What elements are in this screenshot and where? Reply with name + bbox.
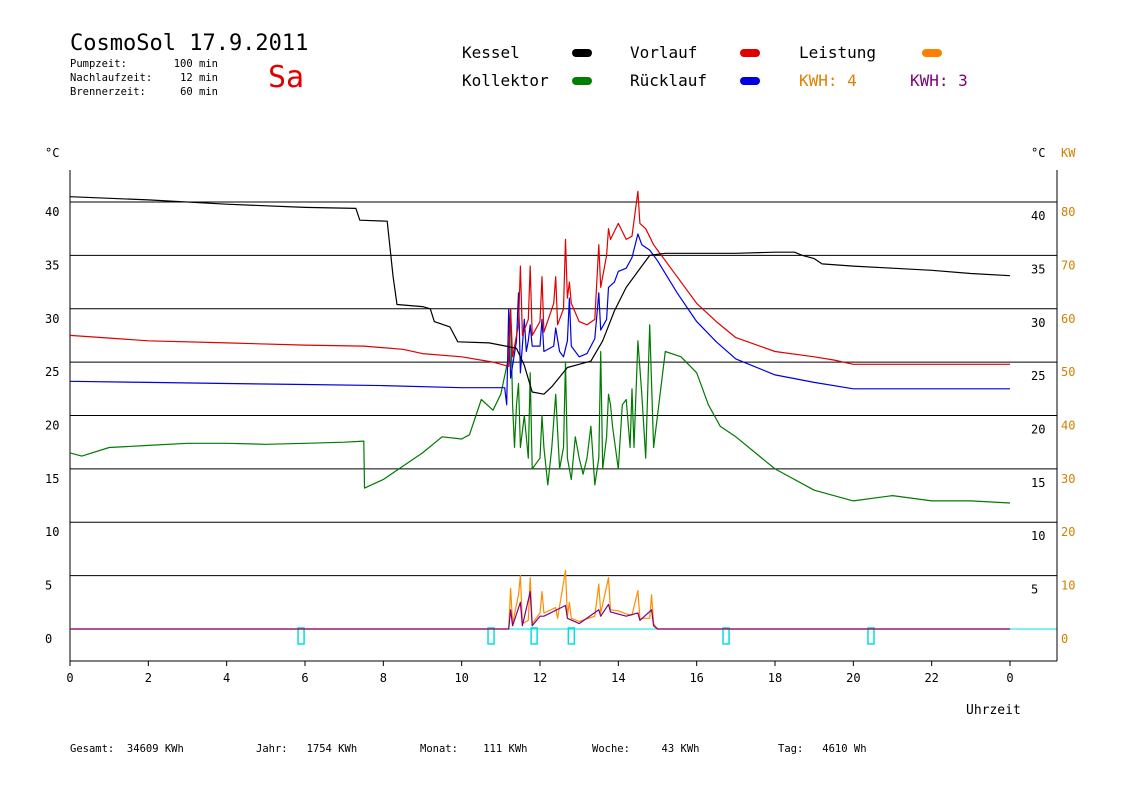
x-tick-label: 6 <box>301 671 308 685</box>
x-axis-label: Uhrzeit <box>966 703 1021 718</box>
y-tick-label-left: 5 <box>45 579 52 593</box>
legend-leistung-swatch <box>922 49 942 57</box>
legend-kwh-2: KWH: 3 <box>910 71 968 90</box>
y-tick-label-left: 10 <box>45 525 59 539</box>
kw-tick-label: 10 <box>1061 579 1075 593</box>
pump-marker <box>722 627 730 645</box>
y-tick-label-right: 40 <box>1031 209 1045 223</box>
x-tick-label: 16 <box>689 671 703 685</box>
x-tick-label: 0 <box>66 671 73 685</box>
kw-tick-label: 20 <box>1061 525 1075 539</box>
legend-vorlauf-swatch <box>740 49 760 57</box>
y-tick-label-right: 35 <box>1031 262 1045 276</box>
footer-woche: Woche: 43 KWh <box>592 743 700 755</box>
footer-monat: Monat: 111 KWh <box>420 743 528 755</box>
legend-kollektor: Kollektor <box>462 71 549 90</box>
y-tick-label-left: 30 <box>45 312 59 326</box>
series-line-leistung <box>70 569 1010 630</box>
day-label: Sa <box>268 60 305 95</box>
footer-tag: Tag: 4610 Wh <box>778 743 867 755</box>
y-tick-label-right: 5 <box>1031 583 1038 597</box>
y-tick-label-left: 35 <box>45 258 59 272</box>
x-tick-label: 22 <box>924 671 938 685</box>
x-tick-label: 2 <box>145 671 152 685</box>
y-tick-label-right: 25 <box>1031 369 1045 383</box>
legend-kessel: Kessel <box>462 43 520 62</box>
kw-tick-label: 60 <box>1061 312 1075 326</box>
x-tick-label: 8 <box>380 671 387 685</box>
legend-kollektor-swatch <box>572 77 592 85</box>
y-tick-label-right: 10 <box>1031 529 1045 543</box>
pump-marker <box>530 627 538 645</box>
legend-kessel-swatch <box>572 49 592 57</box>
footer-gesamt: Gesamt: 34609 KWh <box>70 743 184 755</box>
kw-tick-label: 40 <box>1061 419 1075 433</box>
chart-title: CosmoSol 17.9.2011 <box>70 31 309 56</box>
y-tick-label-left: 15 <box>45 472 59 486</box>
param-nachlaufzeit: Nachlaufzeit: 12 min <box>70 72 218 84</box>
legend-ruecklauf-swatch <box>740 77 760 85</box>
series-line-kessel <box>69 196 1011 395</box>
legend-kwh-1: KWH: 4 <box>799 71 857 90</box>
x-tick-label: 10 <box>454 671 468 685</box>
y-tick-label-left: 20 <box>45 419 59 433</box>
pump-marker <box>567 627 576 645</box>
footer-jahr: Jahr: 1754 KWh <box>256 743 358 755</box>
y-tick-label-left: 25 <box>45 365 59 379</box>
legend-vorlauf: Vorlauf <box>630 43 698 62</box>
kw-tick-label: 70 <box>1061 258 1075 272</box>
x-tick-label: 20 <box>846 671 860 685</box>
series-line-ruecklauf <box>69 233 1010 406</box>
y-axis-unit-right: °C <box>1031 146 1045 160</box>
kw-tick-label: 0 <box>1061 632 1068 646</box>
kw-tick-label: 30 <box>1061 472 1075 486</box>
kw-tick-label: 80 <box>1061 205 1075 219</box>
pump-marker <box>867 627 875 645</box>
series-line-kollektor <box>69 308 1011 504</box>
param-brennerzeit: Brennerzeit: 60 min <box>70 86 218 98</box>
series-line-vorlauf <box>69 190 1010 367</box>
x-tick-label: 0 <box>1006 671 1013 685</box>
legend-leistung: Leistung <box>799 43 877 62</box>
x-tick-label: 12 <box>533 671 547 685</box>
kw-axis-unit: KW <box>1061 146 1076 160</box>
param-pumpzeit: Pumpzeit: 100 min <box>70 58 218 70</box>
pump-marker <box>487 627 495 645</box>
legend-ruecklauf: Rücklauf <box>630 71 708 90</box>
pump-marker <box>297 627 305 645</box>
y-tick-label-right: 20 <box>1031 423 1045 437</box>
y-tick-label-right: 30 <box>1031 316 1045 330</box>
x-tick-label: 4 <box>223 671 230 685</box>
y-tick-label-left: 0 <box>45 632 52 646</box>
y-axis-unit-left: °C <box>45 146 59 160</box>
x-tick-label: 14 <box>611 671 625 685</box>
y-tick-label-right: 15 <box>1031 476 1045 490</box>
series-line-leistung2 <box>70 591 1010 630</box>
y-tick-label-left: 40 <box>45 205 59 219</box>
x-tick-label: 18 <box>768 671 782 685</box>
kw-tick-label: 50 <box>1061 365 1075 379</box>
